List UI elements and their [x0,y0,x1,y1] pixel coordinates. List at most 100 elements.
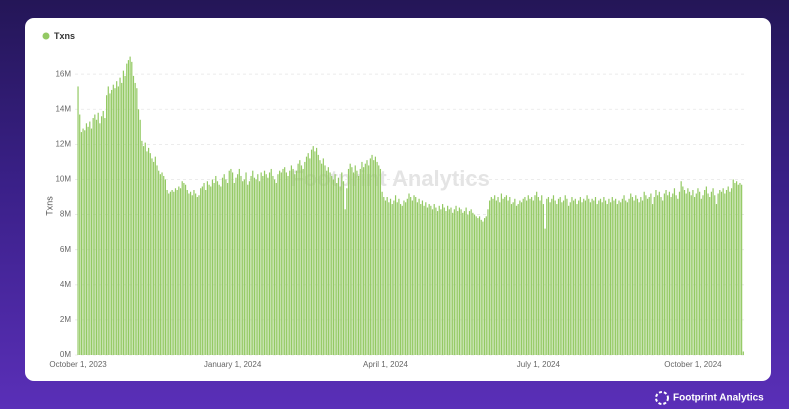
bar [164,179,166,355]
bar [433,204,435,355]
bar [473,214,476,355]
bar [641,200,644,355]
bar [630,193,632,355]
bar [673,188,676,355]
x-tick-label: July 1, 2024 [517,360,561,369]
plot: 0M 2M 4M 6M 8M 10M 12M 14M 16M October 1, 2023 Jan… [49,56,745,369]
bar [253,177,256,355]
bar [354,165,356,355]
bar [381,191,383,355]
bar [546,198,548,355]
bar [737,184,739,355]
bar [742,351,744,355]
bar [657,195,659,355]
bar [349,163,351,355]
bar [263,170,266,355]
bar [675,195,677,355]
bar [226,182,229,355]
bar [393,200,395,355]
bar [371,154,373,355]
bar [573,200,575,355]
bar [148,147,150,355]
bar [667,195,669,355]
bar [102,111,104,355]
bar [163,175,165,355]
bar [129,56,131,355]
bar [206,181,208,355]
bar [132,75,135,355]
bar [268,172,271,355]
bar [337,177,340,355]
bar [598,200,600,355]
bar [329,172,331,355]
bar [683,190,686,355]
bar [257,174,259,355]
bar [117,86,119,355]
bar [672,193,674,355]
bar [270,168,272,355]
x-tick-label: October 1, 2023 [49,360,107,369]
bar [480,219,482,355]
bar [695,193,697,355]
bar [490,197,492,355]
bar [121,82,123,355]
bar [646,198,649,355]
bar [144,142,146,355]
bar [477,218,479,355]
bar [694,197,696,355]
bar [272,175,274,355]
bar [734,182,736,355]
bar [653,197,655,355]
bar [425,202,427,355]
bar [576,204,578,355]
bar [134,82,136,355]
bar [171,190,173,355]
bar [119,77,121,356]
bar [618,200,620,355]
bar [557,198,560,355]
bar [112,84,114,356]
bar [662,200,664,355]
bar [218,184,220,355]
bar [235,177,237,355]
y-tick-label: 16M [55,69,71,78]
bar [158,170,160,355]
bar [336,182,338,355]
bar [346,188,348,355]
bar [156,165,158,355]
bar [581,202,583,355]
bar [729,191,731,355]
bar [356,170,358,355]
bar [131,61,133,356]
bar [309,158,311,355]
bar [127,60,130,355]
bar [109,93,111,355]
bar [200,188,202,355]
bar [300,165,303,355]
bar [169,191,172,355]
bar [198,195,200,355]
bar [482,221,484,355]
bar [400,204,402,355]
bar [201,186,203,355]
bar [650,193,652,355]
bar [352,172,355,355]
bar [245,172,247,355]
bar [544,228,546,355]
bar [215,175,217,355]
bar [191,195,193,355]
bar [603,197,605,355]
bar [559,197,561,355]
legend-swatch [42,32,50,40]
bar [139,119,141,355]
bar [645,195,647,355]
bar [216,181,219,355]
bar [453,209,455,355]
bar [208,184,210,355]
bar [237,174,239,355]
bar [504,197,506,355]
bar [741,184,743,355]
bar [623,195,625,355]
bar [507,200,509,355]
bar [725,190,728,355]
